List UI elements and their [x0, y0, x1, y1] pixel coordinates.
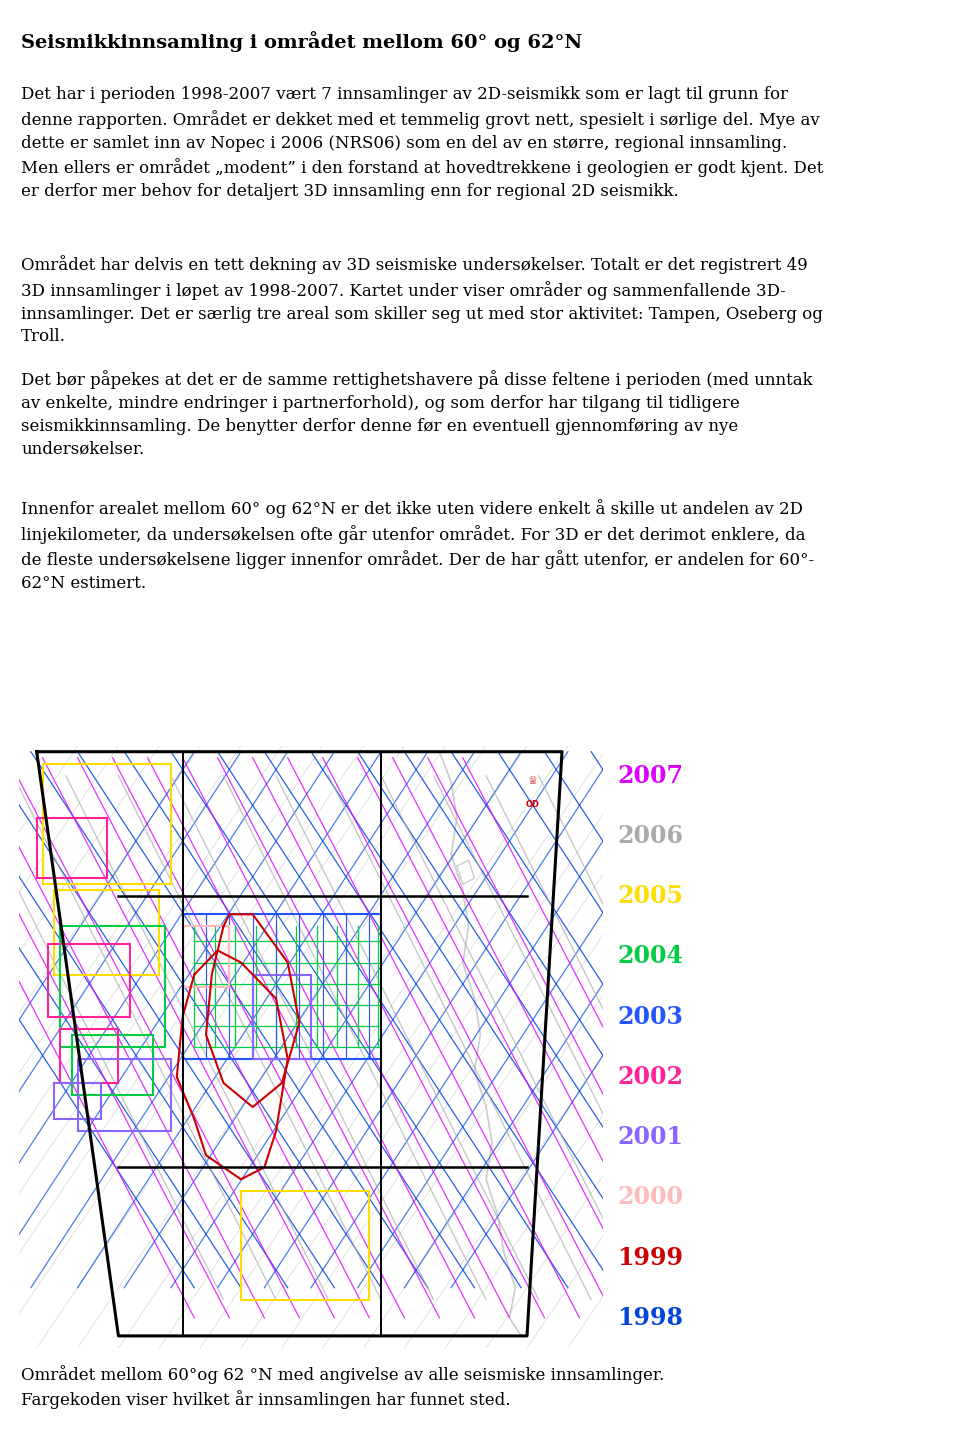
- Bar: [182, 926, 229, 987]
- Text: 2007: 2007: [617, 764, 684, 787]
- Bar: [48, 945, 131, 1017]
- Text: Området mellom 60°og 62 °N med angivelse av alle seismiske innsamlinger.
Fargeko: Området mellom 60°og 62 °N med angivelse…: [21, 1365, 664, 1410]
- Bar: [241, 1192, 370, 1299]
- Text: Det bør påpekes at det er de samme rettighetshavere på disse feltene i perioden : Det bør påpekes at det er de samme retti…: [21, 370, 813, 457]
- Bar: [54, 891, 159, 975]
- Text: 2003: 2003: [617, 1005, 684, 1028]
- Text: 2006: 2006: [617, 825, 684, 847]
- Bar: [72, 1035, 154, 1096]
- Text: 2000: 2000: [617, 1186, 684, 1209]
- Text: 1998: 1998: [617, 1306, 684, 1329]
- Bar: [60, 1028, 118, 1083]
- Text: Seismikkinnsamling i området mellom 60° og 62°N: Seismikkinnsamling i området mellom 60° …: [21, 32, 583, 53]
- Text: Området har delvis en tett dekning av 3D seismiske undersøkelser. Totalt er det : Området har delvis en tett dekning av 3D…: [21, 255, 823, 346]
- Text: Det har i perioden 1998-2007 vært 7 innsamlinger av 2D-seismikk som er lagt til : Det har i perioden 1998-2007 vært 7 inns…: [21, 86, 824, 199]
- Text: 1999: 1999: [617, 1246, 684, 1269]
- Bar: [78, 1058, 171, 1131]
- Bar: [42, 764, 171, 885]
- Bar: [60, 926, 165, 1047]
- Bar: [36, 817, 107, 878]
- Text: 2004: 2004: [617, 945, 684, 968]
- Text: 2005: 2005: [617, 885, 684, 908]
- Text: 2002: 2002: [617, 1065, 684, 1088]
- Bar: [54, 1083, 101, 1119]
- Text: OD: OD: [526, 800, 540, 809]
- Text: Innenfor arealet mellom 60° og 62°N er det ikke uten videre enkelt å skille ut a: Innenfor arealet mellom 60° og 62°N er d…: [21, 499, 814, 592]
- Bar: [182, 915, 381, 1058]
- Bar: [252, 975, 311, 1058]
- Text: ♕: ♕: [528, 776, 538, 786]
- Text: 2001: 2001: [617, 1126, 684, 1149]
